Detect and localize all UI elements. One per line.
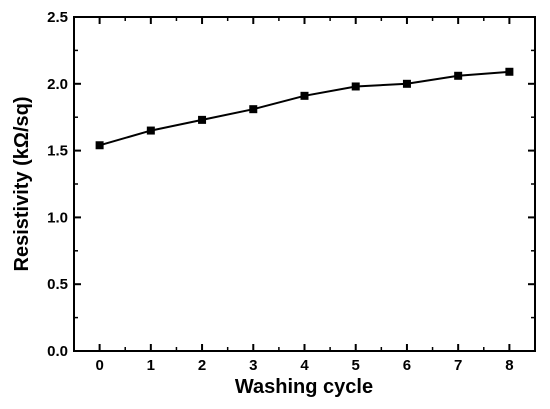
x-tick-label: 3 xyxy=(249,357,257,374)
x-tick-label: 1 xyxy=(147,357,155,374)
data-point xyxy=(249,105,258,114)
data-point xyxy=(505,67,514,76)
y-tick-label: 1.5 xyxy=(47,143,68,160)
x-axis-label: Washing cycle xyxy=(235,376,373,398)
data-point xyxy=(402,79,411,88)
series-group xyxy=(95,67,514,150)
y-tick-label: 0.0 xyxy=(47,343,68,360)
x-tick-label: 0 xyxy=(95,357,103,374)
x-tick-label: 5 xyxy=(352,357,360,374)
x-tick-label: 4 xyxy=(300,357,309,374)
x-tick-label: 8 xyxy=(505,357,513,374)
x-tick-label: 7 xyxy=(454,357,462,374)
x-tick-label: 6 xyxy=(403,357,411,374)
data-point xyxy=(95,141,104,150)
data-point xyxy=(300,91,309,100)
y-axis-ticks: 0.0 0.5 1.0 1.5 2.0 2.5 xyxy=(47,9,535,360)
plot-frame xyxy=(73,16,536,352)
data-point xyxy=(351,82,360,91)
y-tick-label: 2.0 xyxy=(47,76,68,93)
series-line xyxy=(99,70,510,147)
data-point xyxy=(198,115,207,124)
x-tick-label: 2 xyxy=(198,357,206,374)
x-axis-ticks: 0 1 2 3 4 5 6 7 8 xyxy=(95,17,514,374)
y-tick-label: 1.0 xyxy=(47,209,68,226)
y-tick-label: 0.5 xyxy=(47,276,68,293)
y-tick-label: 2.5 xyxy=(47,9,68,26)
y-axis-label: Resistivity (kΩ/sq) xyxy=(11,97,33,272)
data-point xyxy=(146,126,155,135)
data-point xyxy=(454,71,463,80)
